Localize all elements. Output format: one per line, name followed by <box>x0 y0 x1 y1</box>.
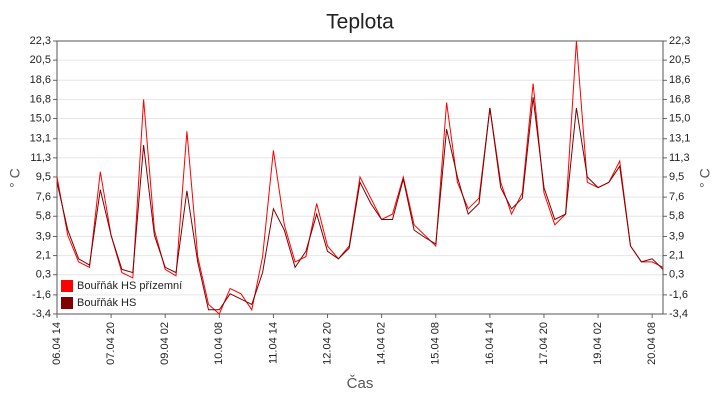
y2-tick-label: 2,1 <box>669 249 684 261</box>
y-tick-label: -3,4 <box>32 308 51 320</box>
legend-swatch <box>61 280 73 292</box>
series-line <box>56 40 664 315</box>
y-axis-label: ° C <box>7 168 23 188</box>
y-tick-label: -1,6 <box>32 289 51 301</box>
y2-tick-label: 16,8 <box>669 93 690 105</box>
y2-tick-label: 20,5 <box>669 54 690 66</box>
y-tick-label: 22,3 <box>30 35 51 47</box>
y2-tick-label: 15,0 <box>669 112 690 124</box>
y-tick-label: 16,8 <box>30 93 51 105</box>
y2-tick-label: -3,4 <box>669 308 688 320</box>
x-axis-label: Čas <box>347 375 374 392</box>
y2-tick-label: 5,8 <box>669 210 684 222</box>
y2-tick-label: 11,3 <box>669 152 690 164</box>
y-tick-label: 18,6 <box>30 74 51 86</box>
y2-tick-label: 9,5 <box>669 171 684 183</box>
y2-tick-label: 22,3 <box>669 35 690 47</box>
series-line <box>56 97 664 311</box>
x-tick-label: 17.04 20 <box>538 322 550 365</box>
x-tick-label: 07.04 20 <box>105 322 117 365</box>
x-tick-label: 10.04 08 <box>213 322 225 365</box>
y2-tick-label: 18,6 <box>669 74 690 86</box>
y-tick-label: 3,9 <box>36 230 51 242</box>
x-tick-label: 12.04 20 <box>321 322 333 365</box>
y-tick-label: 11,3 <box>30 152 51 164</box>
x-tick-label: 16.04 14 <box>484 322 496 365</box>
x-tick-label: 06.04 14 <box>51 322 63 365</box>
x-tick-label: 20.04 08 <box>646 322 658 365</box>
y-tick-label: 13,1 <box>30 133 51 145</box>
x-tick-label: 11.04 14 <box>267 322 279 364</box>
y2-tick-label: 13,1 <box>669 133 690 145</box>
legend-label: Bouřňák HS <box>77 297 136 309</box>
y-tick-label: 9,5 <box>36 171 51 183</box>
x-tick-label: 14.04 02 <box>376 322 388 365</box>
y-tick-label: 0,3 <box>36 269 51 281</box>
y2-tick-label: 7,6 <box>669 191 684 203</box>
y2-axis-label: ° C <box>697 168 713 188</box>
y-tick-label: 7,6 <box>36 191 51 203</box>
y-tick-label: 2,1 <box>36 249 51 261</box>
x-tick-label: 15.04 08 <box>430 322 442 365</box>
y2-tick-label: 3,9 <box>669 230 684 242</box>
x-tick-label: 09.04 02 <box>159 322 171 365</box>
y2-tick-label: 0,3 <box>669 269 684 281</box>
legend-swatch <box>61 297 73 309</box>
y-tick-label: 15,0 <box>30 112 51 124</box>
chart-title: Teplota <box>326 11 394 34</box>
x-tick-label: 19.04 02 <box>592 322 604 365</box>
y2-tick-label: -1,6 <box>669 289 688 301</box>
legend-label: Bouřňák HS přízemní <box>77 280 182 292</box>
y-tick-label: 5,8 <box>36 210 51 222</box>
y-tick-label: 20,5 <box>30 54 51 66</box>
